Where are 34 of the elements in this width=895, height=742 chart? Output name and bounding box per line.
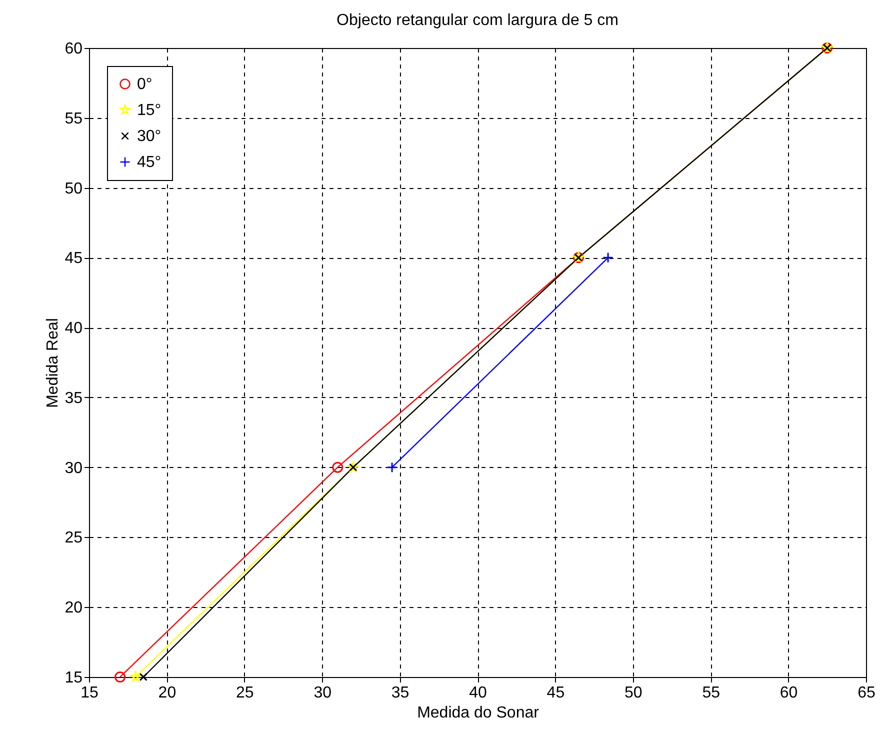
y-tick-label: 50 — [64, 180, 83, 198]
y-tick-label: 45 — [64, 250, 83, 268]
point — [332, 462, 344, 473]
x-tick-label: 40 — [469, 684, 487, 702]
y-tick-label: 25 — [64, 530, 83, 547]
point — [114, 672, 126, 682]
legend-label: 45° — [137, 154, 162, 171]
y-tick-label: 40 — [64, 320, 83, 338]
point — [386, 462, 398, 473]
y-tick-label: 55 — [64, 110, 83, 128]
y-tick-label: 15 — [64, 670, 83, 686]
x-tick-label: 55 — [702, 684, 720, 702]
x-tick-label: 20 — [158, 684, 176, 702]
x-tick-label: 50 — [624, 684, 642, 702]
x-tick-label: 60 — [780, 684, 798, 702]
x-tick-label: 65 — [858, 684, 876, 702]
x-tick-label: 35 — [391, 684, 410, 702]
point — [602, 252, 614, 264]
y-tick-label: 60 — [64, 40, 83, 58]
x-tick-label: 15 — [80, 684, 98, 702]
x-tick-label: 45 — [546, 684, 565, 702]
y-tick-label: 20 — [64, 600, 83, 617]
legend-label: 15° — [137, 102, 162, 119]
x-tick-label: 30 — [314, 684, 332, 702]
chart-title: Objecto retangular com largura de 5 cm — [336, 12, 618, 29]
legend-label: 30° — [137, 128, 162, 145]
legend-label: 0° — [137, 76, 152, 93]
y-tick-label: 35 — [64, 390, 83, 407]
y-tick-label: 30 — [64, 460, 83, 477]
x-axis-title: Medida do Sonar — [417, 704, 540, 722]
point — [139, 672, 148, 682]
x-tick-label: 25 — [236, 684, 254, 702]
y-axis-title: Medida Real — [44, 318, 62, 408]
point — [130, 672, 141, 682]
